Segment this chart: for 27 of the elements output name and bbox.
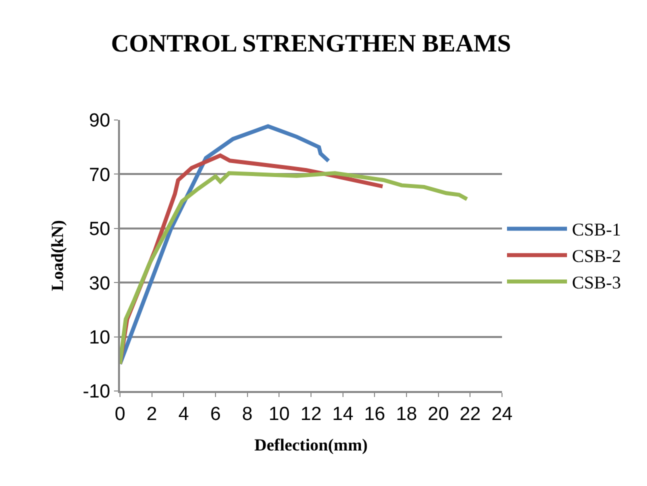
x-tick-label: 18 xyxy=(396,404,418,425)
legend-label: CSB-1 xyxy=(572,220,622,240)
line-series xyxy=(120,124,331,366)
chart-title: CONTROL STRENGTHEN BEAMS xyxy=(110,30,512,58)
x-tick-label: 24 xyxy=(491,404,513,425)
x-tick-label: 16 xyxy=(364,404,386,425)
y-tick-label: 30 xyxy=(89,273,110,294)
x-tick-label: 0 xyxy=(114,404,126,425)
line-series xyxy=(120,171,469,366)
x-tick-label: 20 xyxy=(428,404,449,425)
y-tick-label: 10 xyxy=(89,327,110,348)
x-tick-label: 4 xyxy=(178,404,190,425)
x-tick-label: 14 xyxy=(332,404,354,425)
y-tick-label: 90 xyxy=(89,110,110,132)
y-tick-label: 70 xyxy=(89,164,110,186)
legend-label: CSB-3 xyxy=(572,272,622,293)
x-tick-label: 12 xyxy=(300,404,322,425)
x-tick-label: 2 xyxy=(146,404,158,425)
x-tick-label: 6 xyxy=(210,404,221,425)
y-tick-label: 50 xyxy=(89,219,110,240)
y-axis-title: Load(kN) xyxy=(48,220,67,291)
x-axis-title: Deflection(mm) xyxy=(254,436,368,455)
x-tick-label: 22 xyxy=(460,404,481,425)
x-tick-label: 10 xyxy=(268,404,290,425)
y-tick-label: -10 xyxy=(82,382,110,403)
legend-label: CSB-2 xyxy=(572,246,622,266)
x-tick-label: 8 xyxy=(242,404,253,425)
